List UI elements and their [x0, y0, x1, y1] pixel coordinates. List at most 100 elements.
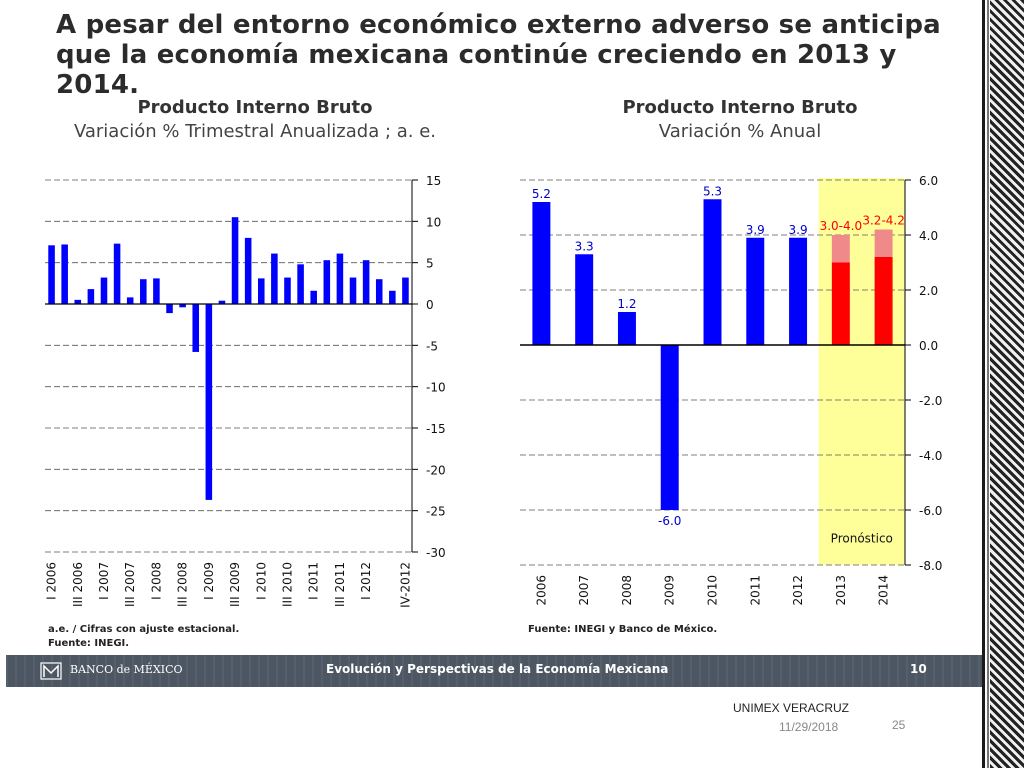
- right-bar-3: [660, 345, 679, 510]
- left-bar-8: [153, 278, 160, 304]
- left-bar-26: [389, 290, 396, 304]
- left-bar-7: [140, 279, 147, 304]
- left-xtick-label: III 2010: [280, 562, 294, 607]
- right-bar-7: [831, 262, 850, 345]
- left-bar-chart: 15 10 5 0 -5 -10 -15 -20 -25 -30 I 2006 III 2006 I 2…: [45, 174, 446, 608]
- right-ytick-label: 6.0: [919, 174, 938, 188]
- right-bar-4: [703, 199, 722, 345]
- right-bar-chart: 6.0 4.0 2.0 0.0 -2.0 -4.0 -6.0 -8.0 5.2 2006 3.3 20…: [520, 174, 942, 606]
- left-bar-13: [218, 300, 226, 304]
- left-bar-4: [100, 277, 108, 304]
- right-data-label-0: 5.2: [532, 187, 551, 201]
- right-bar-1: [575, 254, 594, 345]
- left-chart-heading: Producto Interno Bruto Variación % Trime…: [40, 96, 470, 144]
- left-xtick-label: III 2006: [71, 562, 85, 607]
- left-xtick-label: IV-2012: [398, 562, 412, 608]
- forecast-label: Pronóstico: [831, 532, 893, 546]
- left-bar-21: [323, 260, 331, 304]
- right-ytick-label: -4.0: [919, 449, 942, 463]
- date-label: 11/29/2018: [779, 720, 839, 734]
- right-decorative-border: [990, 0, 1024, 768]
- left-xtick-label: III 2009: [228, 562, 242, 607]
- right-chart-heading: Producto Interno Bruto Variación % Anual: [520, 96, 960, 144]
- left-bar-18: [284, 277, 291, 304]
- left-ytick-label: -5: [426, 339, 438, 353]
- left-xtick-label: I 2012: [359, 562, 373, 600]
- right-ytick-label: -8.0: [919, 559, 942, 573]
- footer-presentation-title: Evolución y Perspectivas de la Economía …: [326, 662, 669, 676]
- left-xtick-label: I 2008: [149, 562, 163, 600]
- left-bar-6: [126, 297, 134, 304]
- left-ytick-label: -10: [426, 381, 446, 395]
- left-ytick-label: 10: [426, 215, 441, 229]
- right-ytick-label: 2.0: [919, 284, 938, 298]
- left-xtick-label: I 2007: [97, 562, 111, 600]
- right-data-label-2: 1.2: [617, 297, 636, 311]
- left-bar-25: [375, 279, 383, 304]
- left-bar-20: [310, 290, 317, 304]
- left-bar-11: [192, 304, 200, 352]
- right-note-1: Fuente: INEGI y Banco de México.: [528, 624, 718, 635]
- right-xtick-label: 2009: [663, 575, 677, 606]
- left-ytick-label: -15: [426, 422, 446, 436]
- left-bar-14: [231, 217, 239, 304]
- left-xtick-label: I 2011: [307, 562, 321, 600]
- right-ytick-label: 4.0: [919, 229, 938, 243]
- forecast-range-7: [831, 235, 850, 263]
- left-bar-27: [402, 277, 409, 304]
- right-xtick-label: 2012: [791, 575, 805, 606]
- left-ytick-label: -30: [426, 546, 446, 560]
- left-bar-0: [48, 245, 55, 304]
- footer-bar: BANCO de MÉXICO Evolución y Perspectivas…: [6, 655, 982, 687]
- right-data-label-6: 3.9: [789, 223, 808, 237]
- right-data-label-7: 3.0-4.0: [820, 219, 863, 233]
- left-bar-17: [271, 253, 278, 304]
- right-data-label-4: 5.3: [703, 184, 722, 198]
- right-xtick-label: 2007: [577, 575, 591, 606]
- left-bar-9: [166, 304, 173, 314]
- left-xtick-label: I 2006: [45, 562, 59, 600]
- left-bar-5: [113, 243, 121, 304]
- right-ytick-label: 0.0: [919, 339, 938, 353]
- right-xtick-label: 2006: [534, 575, 548, 606]
- organization-label: UNIMEX VERACRUZ: [733, 701, 850, 715]
- right-border-line: [982, 0, 985, 768]
- right-bar-8: [874, 257, 893, 345]
- left-ytick-label: 0: [426, 298, 434, 312]
- left-note-2: Fuente: INEGI.: [48, 638, 130, 649]
- left-xtick-label: I 2009: [202, 562, 216, 600]
- right-bar-6: [789, 237, 808, 345]
- left-bar-16: [257, 278, 265, 304]
- left-bar-23: [349, 277, 357, 304]
- left-bar-15: [244, 237, 252, 304]
- right-bar-2: [617, 312, 636, 345]
- right-chart-subtitle: Variación % Anual: [658, 121, 822, 142]
- footer-page-number: 10: [910, 662, 927, 676]
- left-xtick-label: III 2007: [123, 562, 137, 607]
- left-bar-22: [336, 253, 344, 304]
- right-xtick-label: 2008: [620, 575, 634, 606]
- slide-number: 25: [892, 718, 906, 732]
- forecast-range-8: [874, 229, 893, 257]
- right-xtick-label: 2013: [834, 575, 848, 606]
- footer-bank-name: BANCO de MÉXICO: [70, 663, 183, 676]
- right-ytick-label: -2.0: [919, 394, 942, 408]
- left-note-1: a.e. / Cifras con ajuste estacional.: [48, 624, 240, 635]
- left-ytick-label: 5: [426, 257, 434, 271]
- left-xtick-label: III 2011: [333, 562, 347, 607]
- right-data-label-3: -6.0: [658, 514, 681, 528]
- right-bar-0: [532, 202, 551, 345]
- left-bar-24: [362, 260, 370, 304]
- left-bar-12: [205, 304, 213, 500]
- left-bar-10: [179, 304, 186, 308]
- left-chart-title: Producto Interno Bruto: [137, 97, 373, 118]
- right-chart-title: Producto Interno Bruto: [622, 97, 858, 118]
- right-ytick-label: -6.0: [919, 504, 942, 518]
- left-bar-19: [297, 264, 304, 304]
- right-xtick-label: 2014: [877, 575, 891, 606]
- right-data-label-8: 3.2-4.2: [862, 214, 905, 228]
- right-border-line-thin: [987, 0, 989, 768]
- right-bar-5: [746, 237, 765, 345]
- slide-title: A pesar del entorno económico externo ad…: [56, 10, 941, 100]
